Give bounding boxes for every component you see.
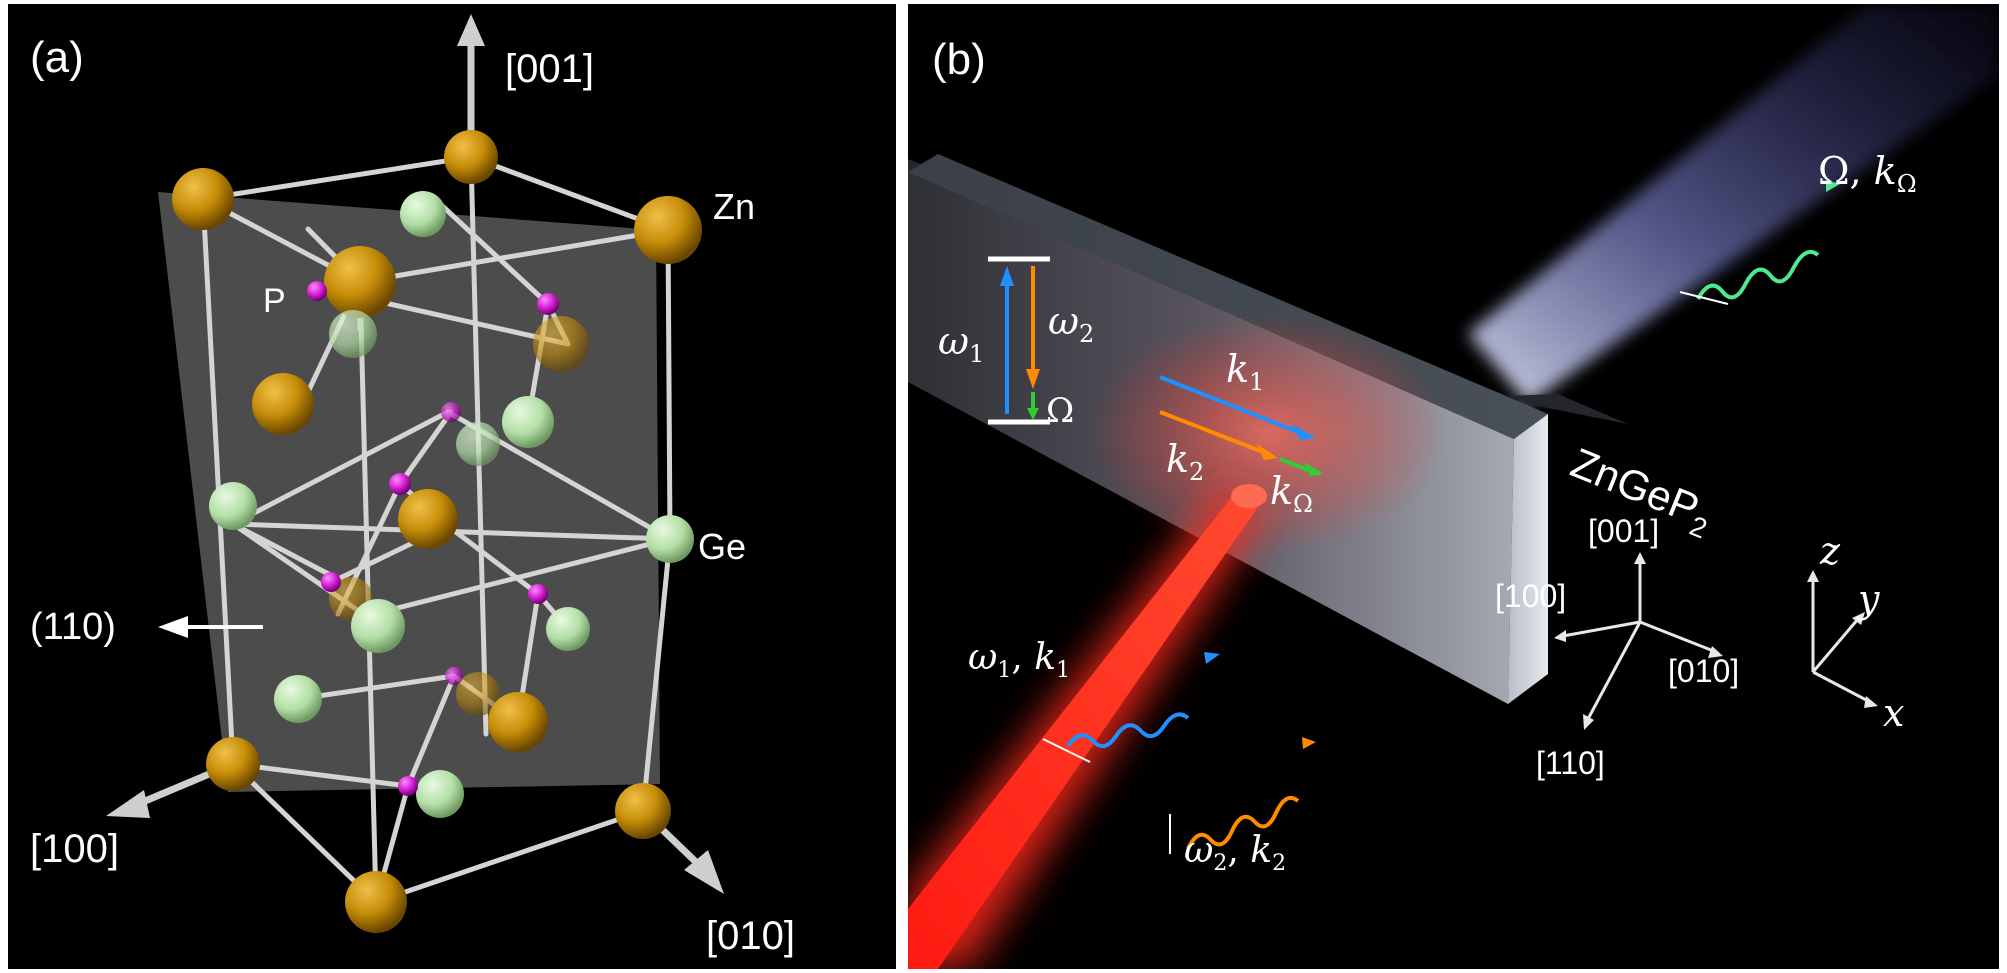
omega1-level-label: ω1 [938,319,984,368]
omega2-level-label: ω2 [1048,299,1094,348]
beam2-label: ω2, k2 [1184,830,1286,876]
thz-polarization [1679,291,1729,305]
thz-label: Ω, kΩ [1818,149,1917,198]
axis-z-label: z [1819,529,1841,573]
thz-photon [1696,250,1820,300]
ge-label: Ge [698,526,746,567]
thz-beam [1468,4,1999,404]
panel-a-label: (a) [30,33,84,82]
axis-100-label: [100] [30,827,119,871]
k1-label: k1 [1226,347,1264,396]
plane-normal-arrow [158,616,263,638]
ge-atoms [209,191,694,818]
crystal-structure-diagram: (a) [001] Zn P Ge (110) [100] [010] [30,14,795,958]
beam1-label: ω1, k1 [968,637,1070,683]
omega2-photon [1186,796,1300,850]
znGeP2-crystal [908,154,1628,704]
zn-label: Zn [713,186,755,227]
dir-001-label: [001] [1588,513,1659,549]
omega1-photon [1066,712,1190,748]
panel-a: (a) [001] Zn P Ge (110) [100] [010] [8,4,896,969]
lab-axes [1807,570,1878,708]
p-label: P [263,282,286,320]
axis-x-label: x [1883,691,1904,735]
dfg-schematic: (b) ZnGeP2 ω1 ω2 Ω k1 k2 kΩ ω1, k1 ω2, k… [908,4,1999,969]
p-atoms [307,281,559,796]
axis-y-label: y [1856,577,1880,621]
zn-atoms [172,130,702,933]
kOmega-label: kΩ [1270,469,1313,518]
axis-010-label: [010] [706,914,795,958]
dir-100-label: [100] [1495,578,1566,614]
dir-110-label: [110] [1536,745,1605,781]
pump-beam [908,484,1267,969]
k-vector-diagram [1159,375,1324,476]
panel-b: (b) ZnGeP2 ω1 ω2 Ω k1 k2 kΩ ω1, k1 ω2, k… [908,4,1999,969]
panel-b-label: (b) [932,35,986,84]
axis-001-label: [001] [505,47,594,91]
plane-110-label: (110) [30,606,116,648]
thz-arrow [1826,180,1840,192]
dir-010-label: [010] [1668,653,1739,689]
omega1-arrow [1204,652,1220,664]
Omega-level-label: Ω [1046,391,1074,431]
energy-level-diagram [988,256,1050,425]
k2-label: k2 [1166,437,1204,486]
omega2-arrow [1302,737,1316,749]
omega1-polarization [1042,738,1091,763]
crystal-directions [1554,552,1723,730]
